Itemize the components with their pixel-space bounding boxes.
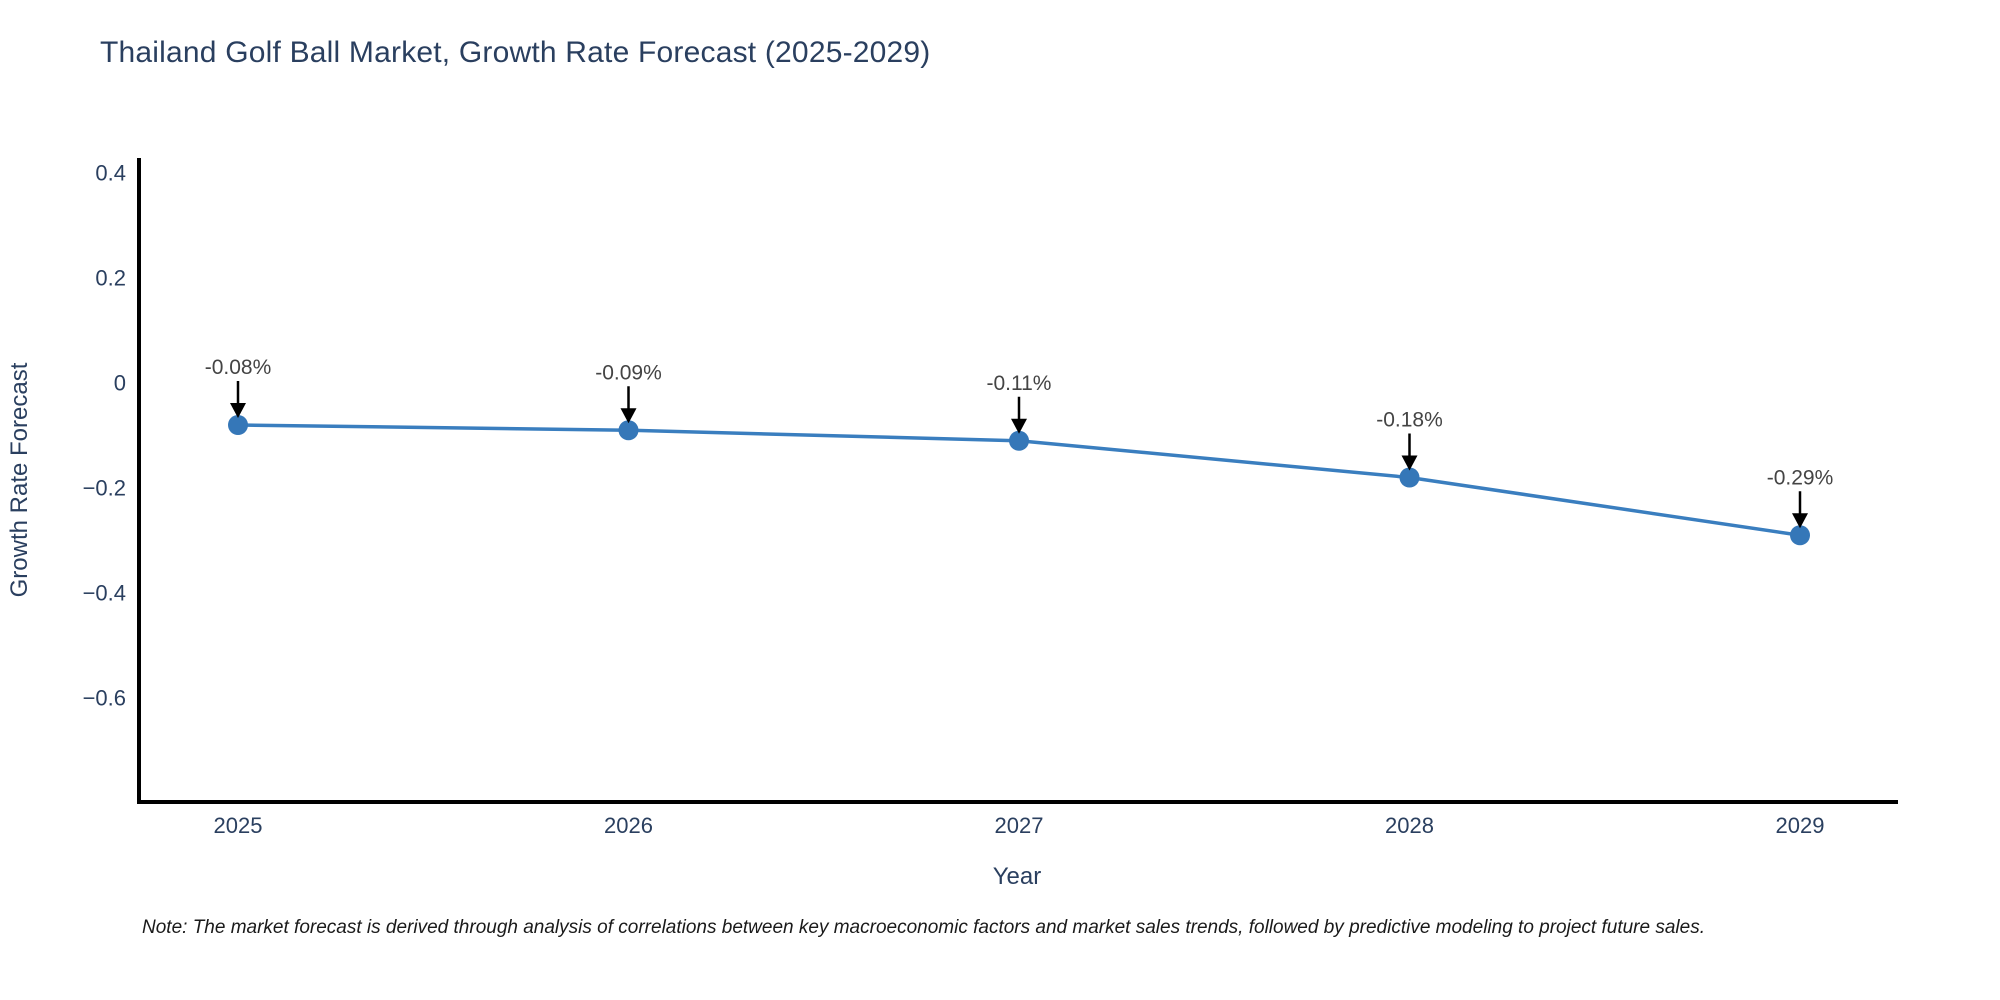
annotation-label: -0.18% xyxy=(1376,409,1443,432)
x-tick-label: 2025 xyxy=(214,813,263,838)
annotation-label: -0.11% xyxy=(987,372,1052,395)
y-axis-title: Growth Rate Forecast xyxy=(6,362,33,597)
y-tick-label: 0 xyxy=(114,371,126,396)
y-tick-label: −0.6 xyxy=(83,686,126,711)
x-axis-title: Year xyxy=(993,863,1042,890)
y-tick-label: −0.4 xyxy=(83,581,126,606)
data-point xyxy=(1009,430,1029,451)
annotation-label: -0.29% xyxy=(1767,466,1834,489)
x-tick-label: 2029 xyxy=(1776,813,1825,838)
data-point xyxy=(228,415,248,435)
annotation-arrowhead xyxy=(620,408,637,424)
y-tick-label: 0.2 xyxy=(95,266,126,291)
annotation-label: -0.08% xyxy=(205,356,272,379)
annotation-arrowhead xyxy=(1792,513,1808,529)
x-tick-label: 2027 xyxy=(995,813,1044,838)
annotation-arrowhead xyxy=(1011,418,1027,434)
data-point xyxy=(1399,467,1420,488)
y-tick-label: −0.2 xyxy=(83,476,126,501)
annotation-label: -0.09% xyxy=(595,361,662,384)
data-point xyxy=(618,420,639,441)
chart-title: Thailand Golf Ball Market, Growth Rate F… xyxy=(100,36,931,69)
annotation-arrowhead xyxy=(1401,455,1418,471)
footnote: Note: The market forecast is derived thr… xyxy=(142,917,1705,938)
x-tick-label: 2028 xyxy=(1385,813,1434,838)
y-tick-label: 0.4 xyxy=(95,161,126,186)
data-point xyxy=(1790,525,1810,546)
x-tick-label: 2026 xyxy=(604,813,653,838)
annotation-arrowhead xyxy=(230,403,246,418)
